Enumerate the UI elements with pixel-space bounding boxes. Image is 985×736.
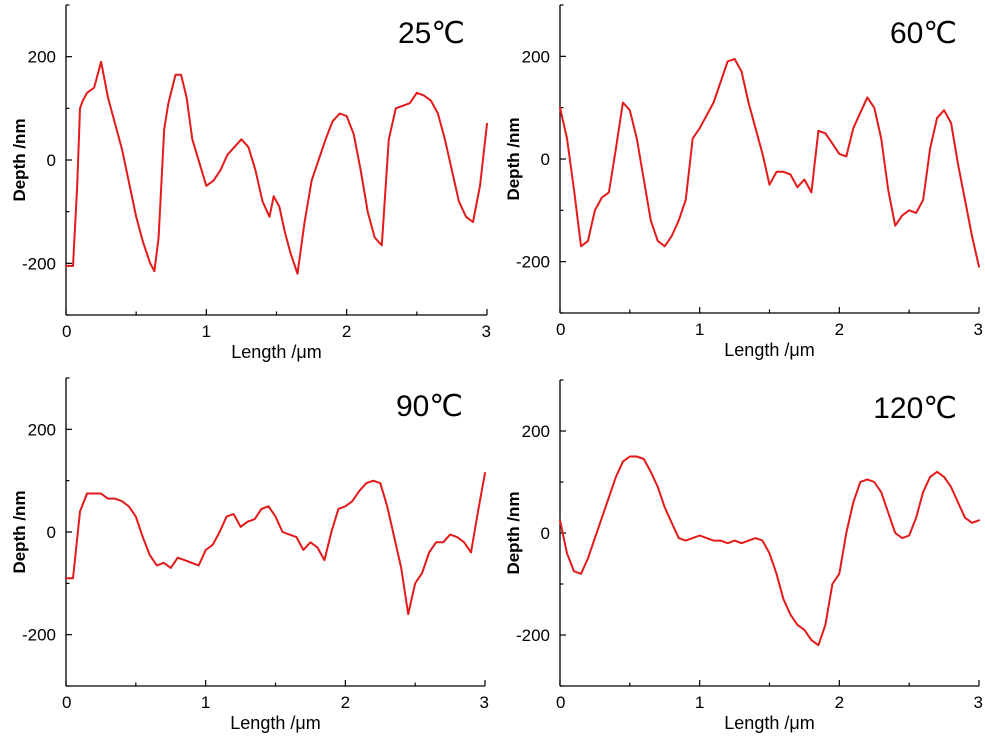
y-tick-label: 200 [28,420,56,439]
x-tick-label: 1 [695,693,704,712]
panel-title: 90℃ [396,390,463,423]
y-tick-label: -200 [516,626,550,645]
x-axis-label: Length /μm [231,342,321,362]
x-tick-label: 1 [201,693,210,712]
x-tick-label: 1 [202,322,211,341]
y-tick-label: -200 [22,254,56,273]
y-tick-label: -200 [22,626,56,645]
y-tick-label: 0 [541,150,550,169]
y-tick-label: 0 [47,151,56,170]
y-tick-label: 200 [522,422,550,441]
series-line [559,455,980,647]
series-line [65,472,486,616]
x-tick-label: 2 [835,693,844,712]
x-tick-label: 1 [695,320,704,339]
y-tick-label: -200 [516,253,550,272]
series-line [65,60,488,275]
x-tick-label: 0 [556,693,565,712]
panel-title: 60℃ [890,17,957,50]
y-tick-label: 200 [522,47,550,66]
x-tick-label: 2 [341,693,350,712]
x-tick-label: 3 [480,693,489,712]
chart-panel-25c: 0 1 2 3 -200 0 200 Length /μm Depth /nm 25℃ [10,4,491,362]
x-tick-label: 3 [974,693,983,712]
x-axis-label: Length /μm [230,713,320,733]
y-tick-label: 0 [541,524,550,543]
chart-panel-90c: 0 1 2 3 -200 0 200 Length /μm Depth /nm 90℃ [10,377,489,733]
x-axis-label: Length /μm [724,713,814,733]
panel-title: 120℃ [873,392,957,425]
x-tick-label: 0 [62,693,71,712]
panel-title: 25℃ [398,17,465,50]
x-tick-label: 0 [556,320,565,339]
x-axis-label: Length /μm [724,340,814,360]
y-tick-label: 200 [28,48,56,67]
y-axis-label: Depth /nm [10,118,29,201]
x-tick-label: 3 [974,320,983,339]
y-tick-label: 0 [47,523,56,542]
chart-panel-60c: 0 1 2 3 -200 0 200 Length /μm Depth /nm 60℃ [504,4,983,360]
x-tick-label: 2 [835,320,844,339]
y-axis-label: Depth /nm [504,117,523,200]
y-axis-label: Depth /nm [10,490,29,573]
series-line [559,57,980,268]
y-axis-label: Depth /nm [504,491,523,574]
chart-panel-120c: 0 1 2 3 -200 0 200 Length /μm Depth /nm 120℃ [504,379,983,733]
x-tick-label: 2 [342,322,351,341]
x-tick-label: 0 [62,322,71,341]
x-tick-label: 3 [482,322,491,341]
